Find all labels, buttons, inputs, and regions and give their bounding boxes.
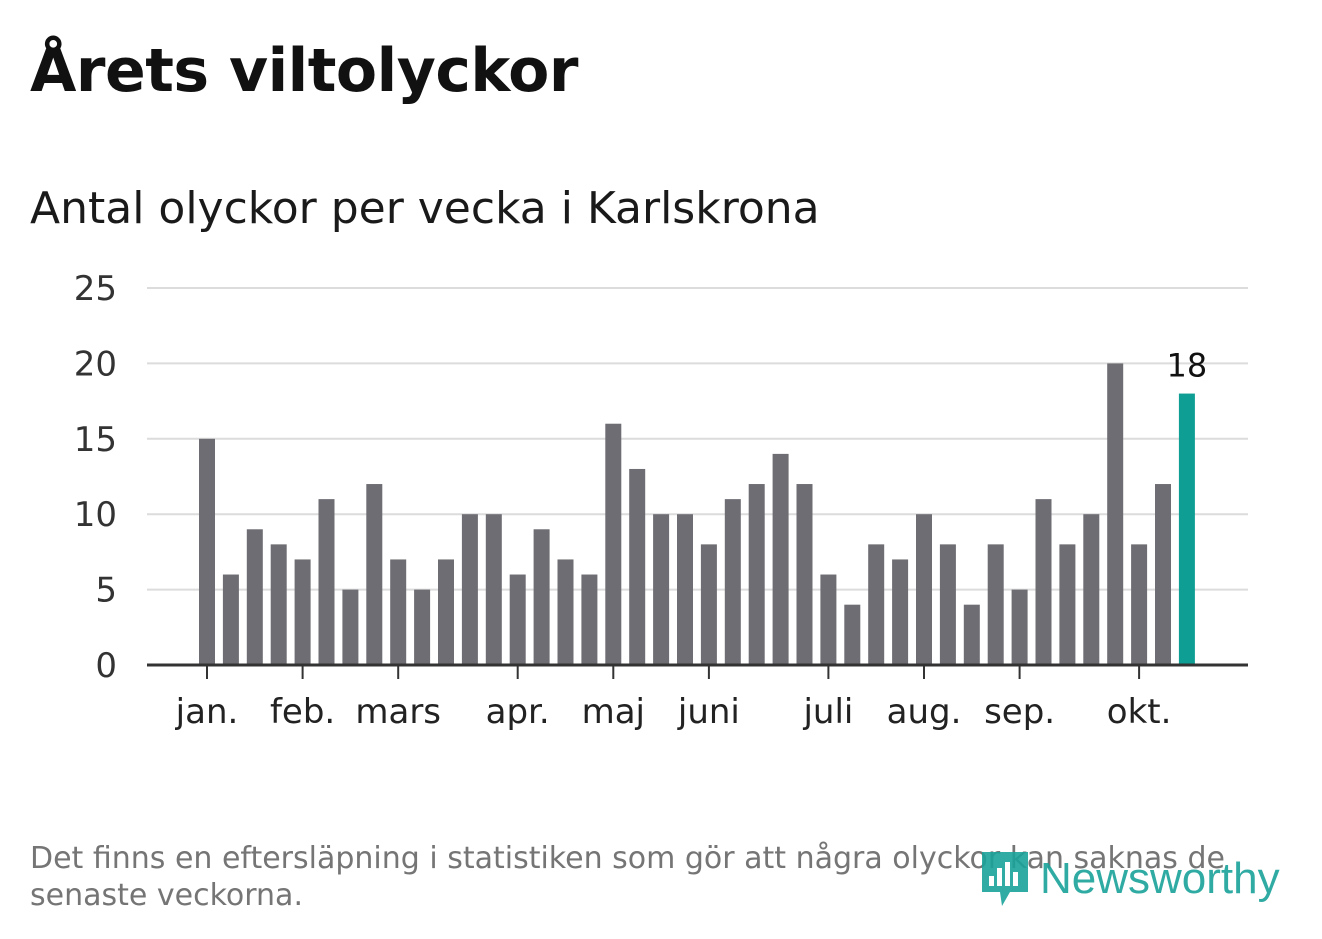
bar — [1155, 484, 1171, 665]
x-tick-label: jan. — [175, 692, 239, 732]
x-tick-label: feb. — [270, 692, 335, 732]
newsworthy-chart-bubble-icon — [982, 852, 1028, 906]
bar — [509, 574, 526, 665]
x-tick-label: aug. — [887, 692, 962, 732]
bar — [939, 544, 956, 665]
bar — [1107, 363, 1124, 665]
x-tick-label: juni — [677, 692, 740, 732]
bar — [485, 514, 502, 665]
bar — [222, 574, 239, 665]
bar — [533, 529, 550, 665]
bar — [892, 559, 909, 665]
data-label: 18 — [1167, 347, 1208, 385]
bar — [1083, 514, 1100, 665]
bar — [916, 514, 932, 665]
bar — [1011, 589, 1028, 665]
bar-highlight — [1178, 393, 1195, 665]
bar — [820, 574, 837, 665]
bar — [294, 559, 311, 665]
bar-chart: 0 5 10 15 20 25 18 jan. feb. mars apr. maj juni juli a… — [74, 269, 1248, 732]
bar — [724, 499, 741, 665]
x-tick-label: okt. — [1107, 692, 1172, 732]
bar — [748, 484, 765, 665]
bar — [653, 514, 670, 665]
bar — [1059, 544, 1076, 665]
y-tick-label: 25 — [74, 269, 117, 309]
y-tick-label: 15 — [74, 420, 117, 460]
bar — [605, 423, 622, 665]
bar — [390, 559, 407, 665]
bar — [1035, 499, 1052, 665]
bar — [199, 438, 215, 665]
bar — [844, 604, 861, 665]
bar — [1131, 544, 1148, 665]
bar — [796, 484, 813, 665]
logo-text: Newsworthy — [1040, 854, 1280, 903]
bar — [461, 514, 478, 665]
bar — [963, 604, 980, 665]
bar — [270, 544, 287, 665]
chart-title: Årets viltolyckor — [30, 36, 579, 106]
x-tick-label: juli — [802, 692, 853, 732]
bar — [677, 514, 693, 665]
bar — [700, 544, 717, 665]
bar — [414, 589, 431, 665]
x-tick-label: maj — [582, 692, 645, 732]
x-tick-label: sep. — [984, 692, 1055, 732]
y-tick-label: 5 — [95, 571, 117, 611]
x-tick-label: apr. — [486, 692, 550, 732]
bar — [438, 559, 454, 665]
y-tick-label: 10 — [74, 495, 117, 535]
bar — [366, 484, 383, 665]
bar — [581, 574, 598, 665]
bar — [246, 529, 263, 665]
y-tick-label: 0 — [95, 646, 117, 686]
bar — [557, 559, 574, 665]
bar — [318, 499, 335, 665]
bar — [987, 544, 1004, 665]
bar — [342, 589, 359, 665]
bar — [629, 468, 646, 665]
x-tick-label: mars — [355, 692, 441, 732]
y-tick-label: 20 — [74, 344, 117, 384]
bar — [868, 544, 885, 665]
chart-subtitle: Antal olyckor per vecka i Karlskrona — [30, 183, 820, 234]
newsworthy-logo: Newsworthy — [980, 848, 1280, 910]
bar — [772, 453, 789, 665]
